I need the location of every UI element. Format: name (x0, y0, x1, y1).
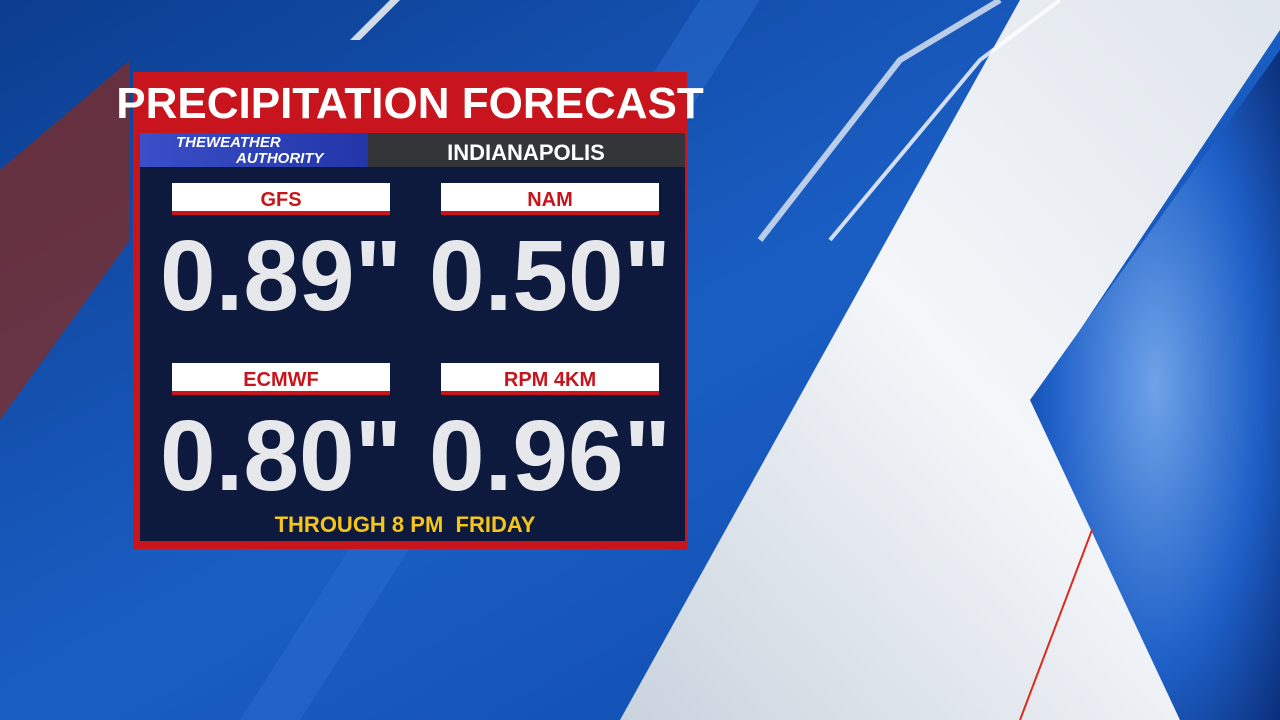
model-label-underline (441, 211, 659, 215)
model-label-underline (172, 211, 390, 215)
panel-body (140, 167, 685, 541)
background-stripe (350, 0, 400, 40)
background-line (757, 0, 1002, 242)
footer: THROUGH 8 PM FRIDAY (275, 512, 536, 537)
model-name: ECMWF (243, 369, 319, 391)
model-amount: 0.89" (160, 220, 402, 332)
model-label-underline (172, 391, 390, 395)
background-line (828, 0, 1062, 242)
location: INDIANAPOLIS (447, 140, 605, 165)
sky-image (1030, 50, 1280, 720)
background-band (620, 0, 1280, 720)
logo-text: AUTHORITY (235, 150, 325, 167)
model-amount: 0.96" (429, 400, 671, 512)
model-amount: 0.80" (160, 400, 402, 512)
model-label-underline (441, 391, 659, 395)
logo-text: THEWEATHER (176, 134, 281, 151)
model-amount: 0.50" (429, 220, 671, 332)
model-name: NAM (527, 189, 573, 211)
model-name: RPM 4KM (504, 369, 596, 391)
background-stripe (0, 60, 130, 420)
accent-line (1019, 529, 1093, 720)
logo-bar (140, 133, 368, 167)
model-label-box (172, 363, 390, 395)
location-bar (368, 133, 685, 167)
model-label-box (441, 183, 659, 215)
title: PRECIPITATION FORECAST (116, 79, 704, 128)
model-name: GFS (260, 189, 301, 211)
model-label-box (441, 363, 659, 395)
model-label-box (172, 183, 390, 215)
